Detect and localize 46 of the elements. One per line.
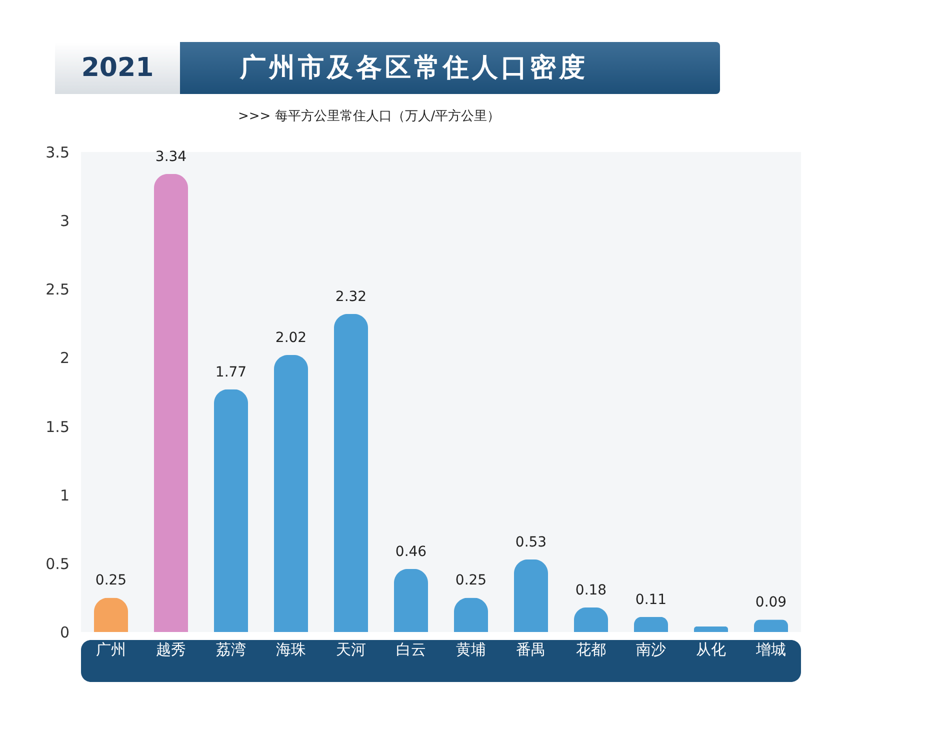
bar xyxy=(274,354,308,632)
x-tick-label: 越秀 xyxy=(156,640,186,658)
x-tick-label: 增城 xyxy=(755,640,786,658)
chart-subtitle: >>> 每平方公里常住人口（万人/平方公里） xyxy=(238,108,500,125)
data-label: 2.32 xyxy=(335,288,367,305)
x-tick-label: 荔湾 xyxy=(216,640,246,658)
x-tick-label: 海珠 xyxy=(276,640,306,658)
y-tick-label: 0 xyxy=(60,624,70,642)
chart-title: 广州市及各区常住人口密度 xyxy=(240,52,588,85)
bar xyxy=(514,559,548,632)
bar xyxy=(94,598,128,632)
data-label: 0.46 xyxy=(395,544,427,560)
y-tick-label: 3.5 xyxy=(46,144,70,162)
bar xyxy=(334,314,368,632)
data-label: 0.25 xyxy=(455,572,487,589)
data-label: 2.02 xyxy=(275,330,307,346)
data-label: 0.25 xyxy=(95,572,127,589)
bar xyxy=(454,598,488,632)
x-tick-label: 从化 xyxy=(696,640,726,658)
data-label: 3.34 xyxy=(155,148,187,165)
x-tick-label: 南沙 xyxy=(636,640,666,658)
y-tick-label: 2.5 xyxy=(46,280,70,299)
x-tick-label: 白云 xyxy=(396,640,426,658)
data-label: 0.11 xyxy=(635,592,667,608)
y-tick-label: 2 xyxy=(60,349,70,368)
x-tick-label: 黄埔 xyxy=(456,640,486,658)
bar xyxy=(574,607,608,632)
bar xyxy=(694,626,728,632)
x-tick-label: 天河 xyxy=(336,640,366,658)
x-tick-label: 花都 xyxy=(576,640,606,658)
data-label: 0.53 xyxy=(515,534,547,550)
text: 2021 xyxy=(55,42,180,94)
bar xyxy=(634,616,668,632)
y-tick-label: 1.5 xyxy=(46,418,70,436)
bar xyxy=(754,620,788,632)
bar xyxy=(214,389,248,632)
data-label: 0.09 xyxy=(755,594,787,611)
data-label: 0.18 xyxy=(575,582,607,598)
data-label: 1.77 xyxy=(215,364,247,380)
y-tick-label: 1 xyxy=(60,486,70,504)
bar xyxy=(394,568,428,632)
y-tick-label: 3 xyxy=(60,212,70,230)
x-tick-label: 广州 xyxy=(96,640,126,658)
y-tick-label: 0.5 xyxy=(46,554,70,573)
x-tick-label: 番禺 xyxy=(516,640,546,658)
bar xyxy=(154,174,188,632)
